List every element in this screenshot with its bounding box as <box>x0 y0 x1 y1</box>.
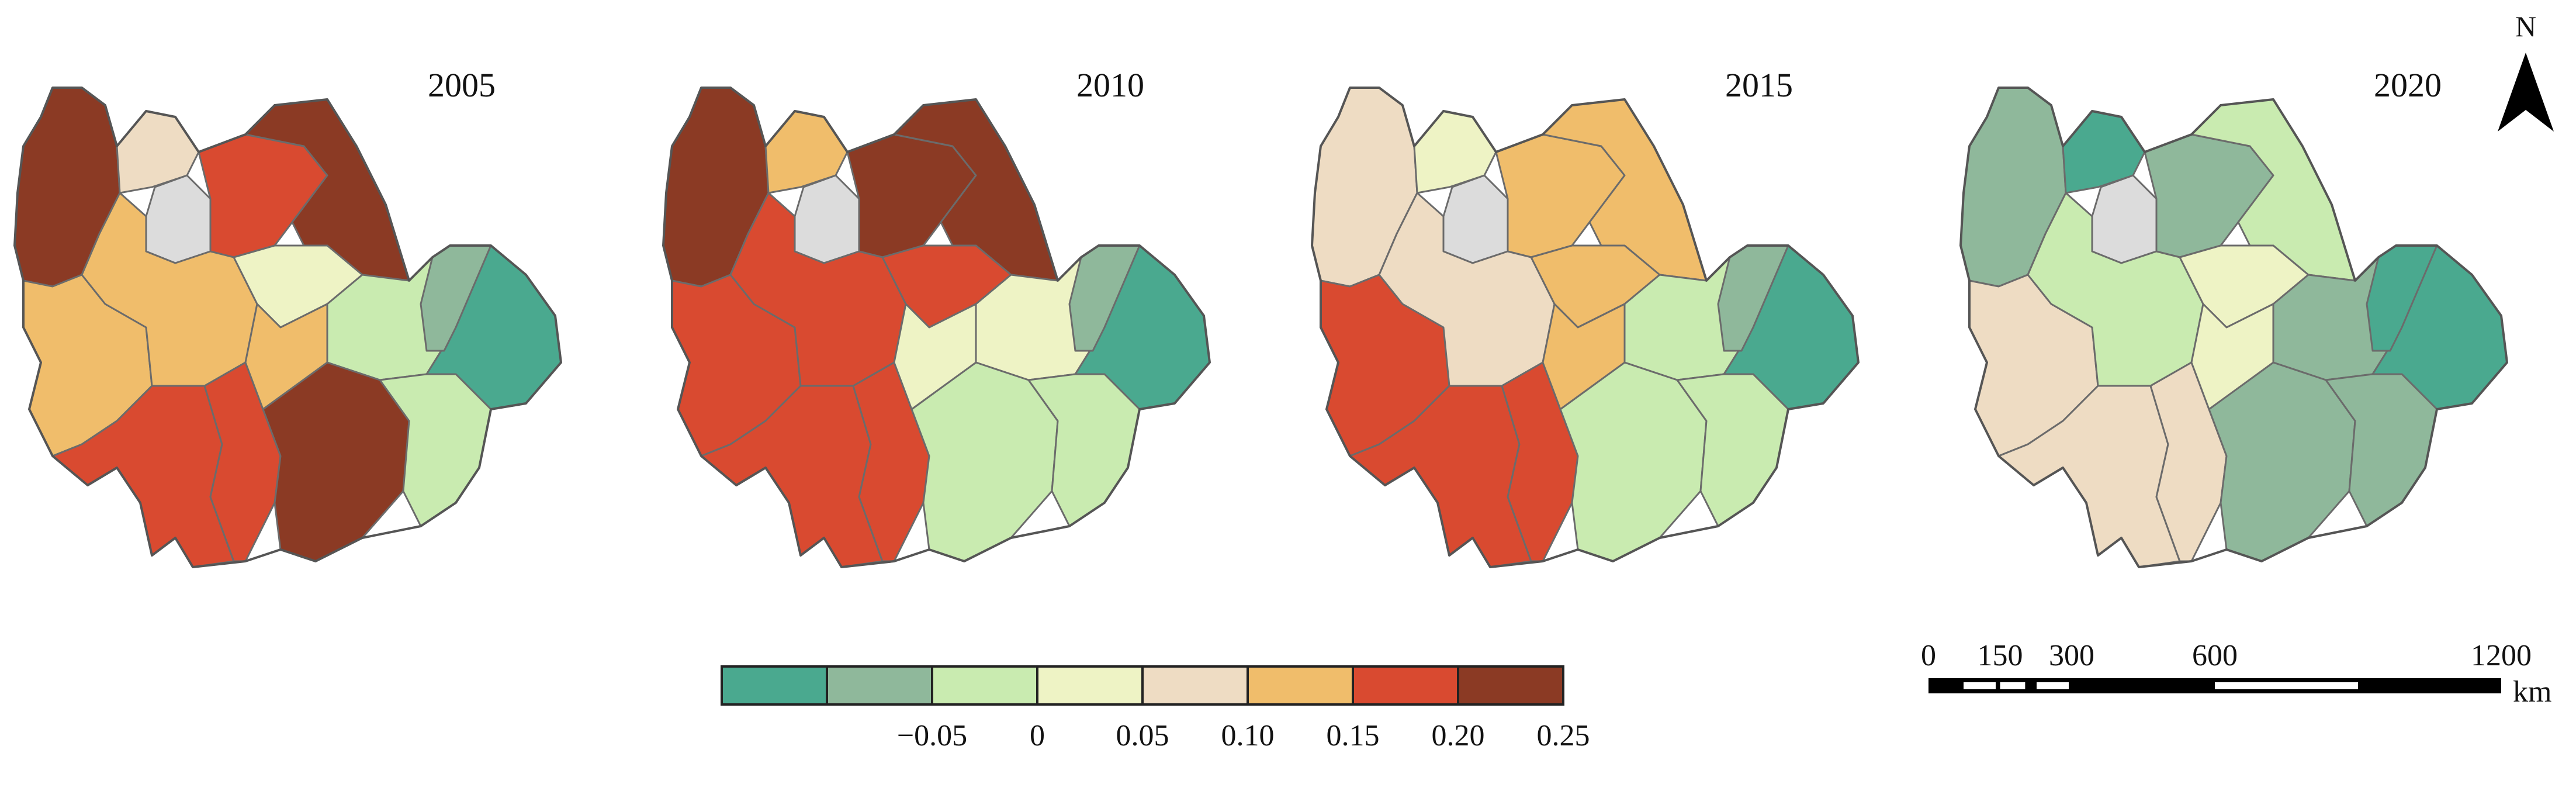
legend-swatch-2 <box>931 665 1038 706</box>
region-hole <box>2091 174 2158 264</box>
map-panel-2015: 2015 <box>1311 66 1860 568</box>
map-outline <box>1311 87 1860 568</box>
region-hole <box>794 174 860 264</box>
north-arrow-icon: N <box>2498 10 2554 132</box>
legend-tick-6: 0.25 <box>1537 719 1590 752</box>
legend-swatch-1 <box>826 665 933 706</box>
scale-bar-segment-0 <box>2000 682 2026 689</box>
map-panel-2005: 2005 <box>13 66 562 568</box>
region-cc <box>244 303 328 410</box>
scale-unit: km <box>2513 675 2551 709</box>
legend-swatch-5 <box>1247 665 1354 706</box>
scale-tick-1200: 1200 <box>2471 639 2532 672</box>
legend-tick-2: 0.05 <box>1116 719 1169 752</box>
panel-year-2015: 2015 <box>1725 66 1793 104</box>
map-panels: 2005 2010 2015 2020 <box>13 66 2508 568</box>
scale-bar-segment-b <box>2037 682 2069 689</box>
map-outline <box>13 87 562 568</box>
legend-tick-3: 0.10 <box>1221 719 1275 752</box>
region-hole <box>1442 174 1509 264</box>
map-outline <box>1959 87 2508 568</box>
panel-year-2020: 2020 <box>2374 66 2442 104</box>
panel-year-2005: 2005 <box>428 66 496 104</box>
map-panel-2020: 2020 <box>1959 66 2508 568</box>
region-hole <box>145 174 212 264</box>
map-outline <box>662 87 1211 568</box>
map-panel-2010: 2010 <box>662 66 1211 568</box>
north-arrow-label: N <box>2515 10 2536 43</box>
region-cc <box>893 303 977 410</box>
scale-tick-600: 600 <box>2192 639 2238 672</box>
legend-swatch-6 <box>1352 665 1459 706</box>
legend-tick-1: 0 <box>1030 719 1045 752</box>
legend-swatch-3 <box>1036 665 1144 706</box>
legend-tick-5: 0.20 <box>1432 719 1485 752</box>
legend-tick-4: 0.15 <box>1327 719 1380 752</box>
legend-swatch-0 <box>721 665 828 706</box>
region-cc <box>1542 303 1626 410</box>
scale-tick-0: 0 <box>1921 639 1936 672</box>
color-legend: −0.05 0 0.05 0.10 0.15 0.20 0.25 <box>721 665 1590 752</box>
legend-swatch-7 <box>1457 665 1564 706</box>
scale-bar-segment-1 <box>2215 682 2358 689</box>
scale-bar-segment-a <box>1964 682 1996 689</box>
legend-tick-0: −0.05 <box>897 719 967 752</box>
legend-swatch-4 <box>1141 665 1249 706</box>
region-cc <box>2190 303 2274 410</box>
scale-tick-300: 300 <box>2049 639 2094 672</box>
scale-tick-150: 150 <box>1978 639 2023 672</box>
panel-year-2010: 2010 <box>1076 66 1144 104</box>
